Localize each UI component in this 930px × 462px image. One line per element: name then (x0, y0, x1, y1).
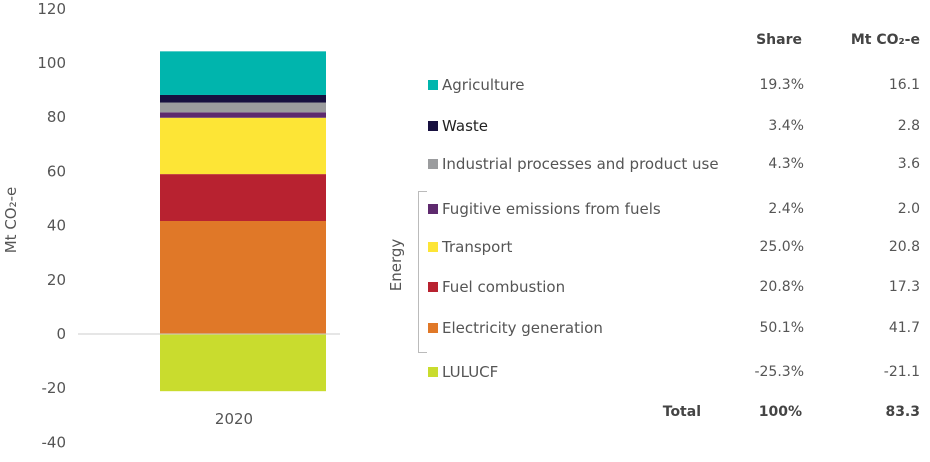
legend-item: Fuel combustion (428, 278, 565, 296)
share-value: 4.3% (768, 156, 804, 172)
bar-segment (160, 51, 326, 95)
share-value: 50.1% (759, 320, 804, 336)
legend-label: Agriculture (442, 76, 525, 94)
legend-label: Waste (442, 117, 488, 135)
mt-value: -21.1 (883, 364, 920, 380)
mt-value: 20.8 (888, 239, 920, 255)
bar-segment (160, 102, 326, 113)
legend-swatch (428, 159, 438, 169)
y-tick-label: 100 (37, 54, 66, 72)
mt-header: Mt CO₂-e (850, 32, 920, 48)
mt-value: 16.1 (888, 77, 920, 93)
mt-value: 2.8 (897, 118, 920, 134)
share-value: 2.4% (768, 201, 804, 217)
legend-swatch (428, 367, 438, 377)
y-tick-label: -40 (42, 433, 67, 451)
legend-swatch (428, 80, 438, 90)
share-value: -25.3% (754, 364, 804, 380)
y-tick-label: 40 (47, 217, 66, 235)
legend-item: LULUCF (428, 363, 498, 381)
y-tick-label: 0 (56, 325, 66, 343)
legend-label: Fugitive emissions from fuels (442, 200, 661, 218)
y-tick-label: 20 (47, 271, 66, 289)
legend-swatch (428, 121, 438, 131)
legend-swatch (428, 242, 438, 252)
share-value: 25.0% (759, 239, 804, 255)
bar-segment (160, 94, 326, 103)
legend-label: LULUCF (442, 363, 499, 381)
legend-item: Industrial processes and product use (428, 155, 719, 173)
share-value: 20.8% (759, 279, 804, 295)
legend-item: Transport (428, 238, 512, 256)
share-value: 3.4% (768, 118, 804, 134)
legend-item: Waste (428, 117, 488, 135)
energy-group-label: Energy (387, 238, 405, 292)
share-value: 19.3% (759, 77, 804, 93)
legend-item: Agriculture (428, 76, 525, 94)
y-tick-label: 80 (47, 108, 66, 126)
legend-swatch (428, 204, 438, 214)
mt-value: 41.7 (888, 320, 920, 336)
bar-segment (160, 220, 326, 334)
total-label: Total (662, 404, 701, 420)
x-tick-label: 2020 (215, 410, 253, 428)
legend-item: Electricity generation (428, 319, 603, 337)
legend-item: Fugitive emissions from fuels (428, 200, 661, 218)
bar-segment (160, 112, 326, 118)
legend-label: Electricity generation (442, 319, 603, 337)
bar-segment (160, 174, 326, 221)
mt-value: 2.0 (897, 201, 920, 217)
legend-label: Transport (442, 238, 513, 256)
legend-swatch (428, 282, 438, 292)
total-share: 100% (758, 404, 802, 420)
total-mt: 83.3 (885, 404, 920, 420)
mt-value: 17.3 (888, 279, 920, 295)
bar-segment (160, 117, 326, 175)
legend-swatch (428, 323, 438, 333)
energy-bracket (418, 191, 427, 353)
mt-value: 3.6 (897, 156, 920, 172)
legend-label: Fuel combustion (442, 278, 566, 296)
share-header: Share (756, 32, 802, 48)
y-axis-label: Mt CO₂-e (2, 187, 20, 254)
legend-label: Industrial processes and product use (442, 155, 719, 173)
y-tick-label: 120 (37, 0, 66, 18)
bar-segment (160, 334, 326, 392)
y-tick-label: -20 (42, 379, 67, 397)
y-tick-label: 60 (47, 162, 66, 180)
